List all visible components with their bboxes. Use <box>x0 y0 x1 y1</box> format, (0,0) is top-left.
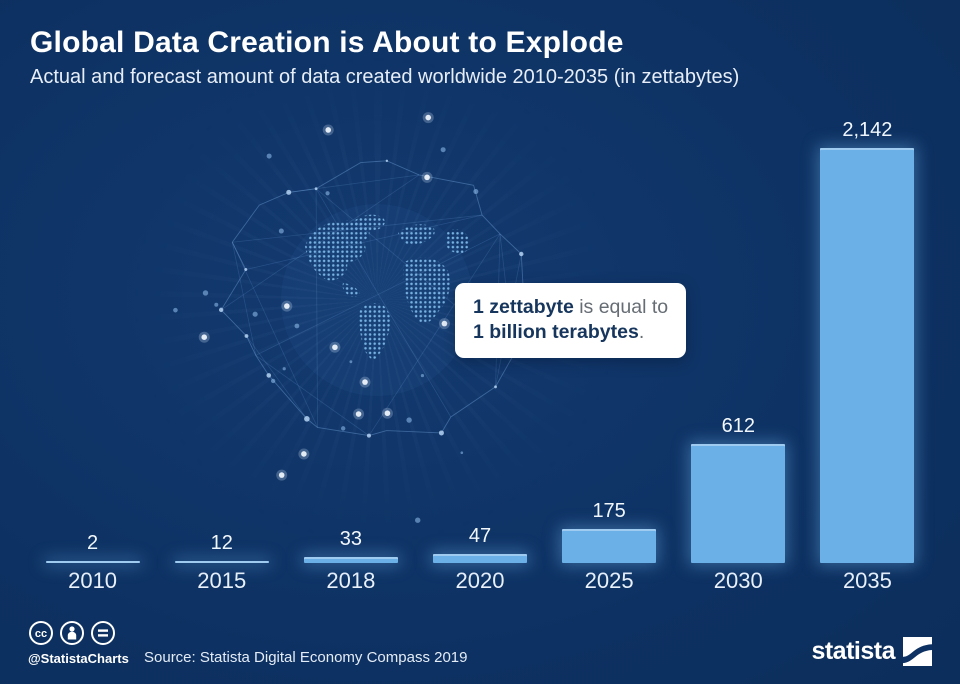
nd-icon <box>91 621 115 645</box>
bar-chart: 2 12 33 47 175 612 2,142 <box>28 118 932 563</box>
x-axis-label: 2018 <box>326 568 376 593</box>
bar-column: 2,142 <box>803 119 932 563</box>
bar-value-label: 2,142 <box>842 119 893 141</box>
callout-line1-bold: 1 zettabyte <box>473 296 574 318</box>
license-badges: cc <box>28 620 116 646</box>
x-axis-label: 2010 <box>68 568 118 593</box>
bar <box>820 148 915 563</box>
bar <box>303 556 398 563</box>
callout-line-1: 1 zettabyte is equal to <box>473 295 668 320</box>
bar <box>432 553 527 563</box>
statista-brand: statista <box>811 636 932 666</box>
bar-column: 612 <box>674 415 803 563</box>
bar-value-label: 612 <box>721 415 755 438</box>
callout-line2-bold: 1 billion terabytes <box>473 321 639 343</box>
bar-column: 2 <box>28 532 157 563</box>
x-axis-label: 2015 <box>197 568 247 593</box>
bar-value-label: 33 <box>339 527 362 550</box>
bar-value-label: 12 <box>210 531 233 554</box>
bar-value-label: 175 <box>592 500 626 523</box>
cc-icon: cc <box>29 621 53 645</box>
x-axis-label: 2025 <box>584 568 634 593</box>
network-mesh <box>173 112 525 523</box>
dotted-continents <box>305 214 470 360</box>
bar <box>691 444 786 563</box>
x-axis-labels: 2010 2015 2018 2020 2025 2030 2035 <box>28 568 932 594</box>
svg-text:cc: cc <box>35 628 47 640</box>
source-text: Source: Statista Digital Economy Compass… <box>144 649 468 666</box>
bar-column: 33 <box>286 528 415 563</box>
statista-charts-handle: @StatistaCharts <box>28 651 129 666</box>
bar <box>45 561 140 563</box>
page-subtitle: Actual and forecast amount of data creat… <box>30 66 740 88</box>
attribution-icon <box>60 621 84 645</box>
callout-line2-rest: . <box>638 321 645 343</box>
statista-logo-icon <box>903 636 932 666</box>
x-axis-label: 2020 <box>455 568 505 593</box>
bar-value-label: 47 <box>468 524 492 547</box>
callout-line-2: 1 billion terabytes. <box>473 320 668 345</box>
bar <box>174 560 269 563</box>
x-axis-label: 2035 <box>842 568 892 593</box>
bar <box>562 529 657 563</box>
bar-column: 12 <box>157 532 286 563</box>
bar-column: 175 <box>545 500 674 563</box>
zettabyte-callout: 1 zettabyte is equal to 1 billion teraby… <box>455 283 687 358</box>
bar-value-label: 2 <box>87 532 99 555</box>
globe-network-illustration <box>173 112 525 523</box>
bar-column: 47 <box>415 525 544 563</box>
statista-wordmark: statista <box>811 637 895 665</box>
callout-line1-rest: is equal to <box>573 296 669 318</box>
x-axis-label: 2030 <box>713 568 763 593</box>
page-title: Global Data Creation is About to Explode <box>30 26 624 59</box>
